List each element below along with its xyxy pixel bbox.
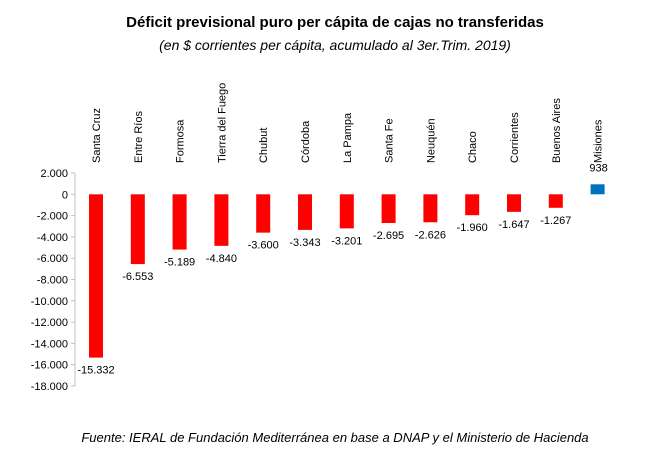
bar xyxy=(256,194,271,233)
category-label: Corrientes xyxy=(509,112,521,163)
bar xyxy=(298,194,312,230)
bars xyxy=(89,184,605,358)
category-label: Santa Cruz xyxy=(91,108,103,163)
category-label: Entre Ríos xyxy=(133,111,145,163)
category-label: Córdoba xyxy=(300,120,312,163)
category-label: Neuquén xyxy=(425,118,437,163)
data-label: -3.600 xyxy=(248,240,279,252)
data-label: -2.695 xyxy=(373,230,404,242)
y-tick-label: -6.000 xyxy=(37,253,68,265)
category-label: Santa Fe xyxy=(384,118,396,163)
bar xyxy=(214,194,229,246)
y-axis: 2.000 0 -2.000 -4.000 -6.000 -8.000 -10.000 -12… xyxy=(31,168,76,393)
y-tick-label: -16.000 xyxy=(31,360,68,372)
data-label: -3.343 xyxy=(289,237,320,249)
data-label: -2.626 xyxy=(415,229,446,241)
data-label: -6.553 xyxy=(122,271,153,283)
bar xyxy=(423,194,438,223)
bar-chart: 2.000 0 -2.000 -4.000 -6.000 -8.000 -10.000 -12… xyxy=(31,83,608,393)
y-tick-label: 2.000 xyxy=(40,168,68,180)
bar xyxy=(89,194,103,358)
chart-subtitle: (en $ corrientes per cápita, acumulado a… xyxy=(159,37,511,53)
data-label: -1.267 xyxy=(540,215,571,227)
bar xyxy=(507,194,521,212)
category-label: Chaco xyxy=(467,131,479,163)
data-label: 938 xyxy=(589,162,607,174)
y-tick-label: -10.000 xyxy=(31,296,68,308)
category-label: Formosa xyxy=(175,119,187,163)
data-label: -15.332 xyxy=(77,365,114,377)
bar xyxy=(590,184,605,195)
y-tick-label: -12.000 xyxy=(31,317,68,329)
bar xyxy=(172,194,187,250)
data-label: -3.201 xyxy=(331,235,362,247)
y-tick-label: -4.000 xyxy=(37,232,68,244)
y-tick-label: 0 xyxy=(62,189,68,201)
bar xyxy=(548,194,563,208)
labels: -15.332 Santa Cruz -6.553 Entre Ríos -5.189 F… xyxy=(77,83,607,377)
bar xyxy=(339,194,354,229)
source-note: Fuente: IERAL de Fundación Mediterránea … xyxy=(81,430,589,445)
category-label: Buenos Aires xyxy=(551,98,563,163)
category-label: Chubut xyxy=(258,128,270,163)
y-tick-label: -8.000 xyxy=(37,275,68,287)
y-tick-label: -14.000 xyxy=(31,338,68,350)
category-label: Tierra del Fuego xyxy=(216,83,228,163)
chart-title: Déficit previsional puro per cápita de c… xyxy=(126,14,544,31)
category-label: La Pampa xyxy=(342,112,354,163)
category-label: Misiones xyxy=(593,119,605,163)
data-label: -4.840 xyxy=(206,253,237,265)
bar xyxy=(130,194,145,265)
y-tick-label: -2.000 xyxy=(37,211,68,223)
bar xyxy=(381,194,396,224)
data-label: -5.189 xyxy=(164,257,195,269)
data-label: -1.647 xyxy=(498,219,529,231)
y-tick-label: -18.000 xyxy=(31,381,68,393)
bar xyxy=(465,194,480,216)
data-label: -1.960 xyxy=(457,222,488,234)
